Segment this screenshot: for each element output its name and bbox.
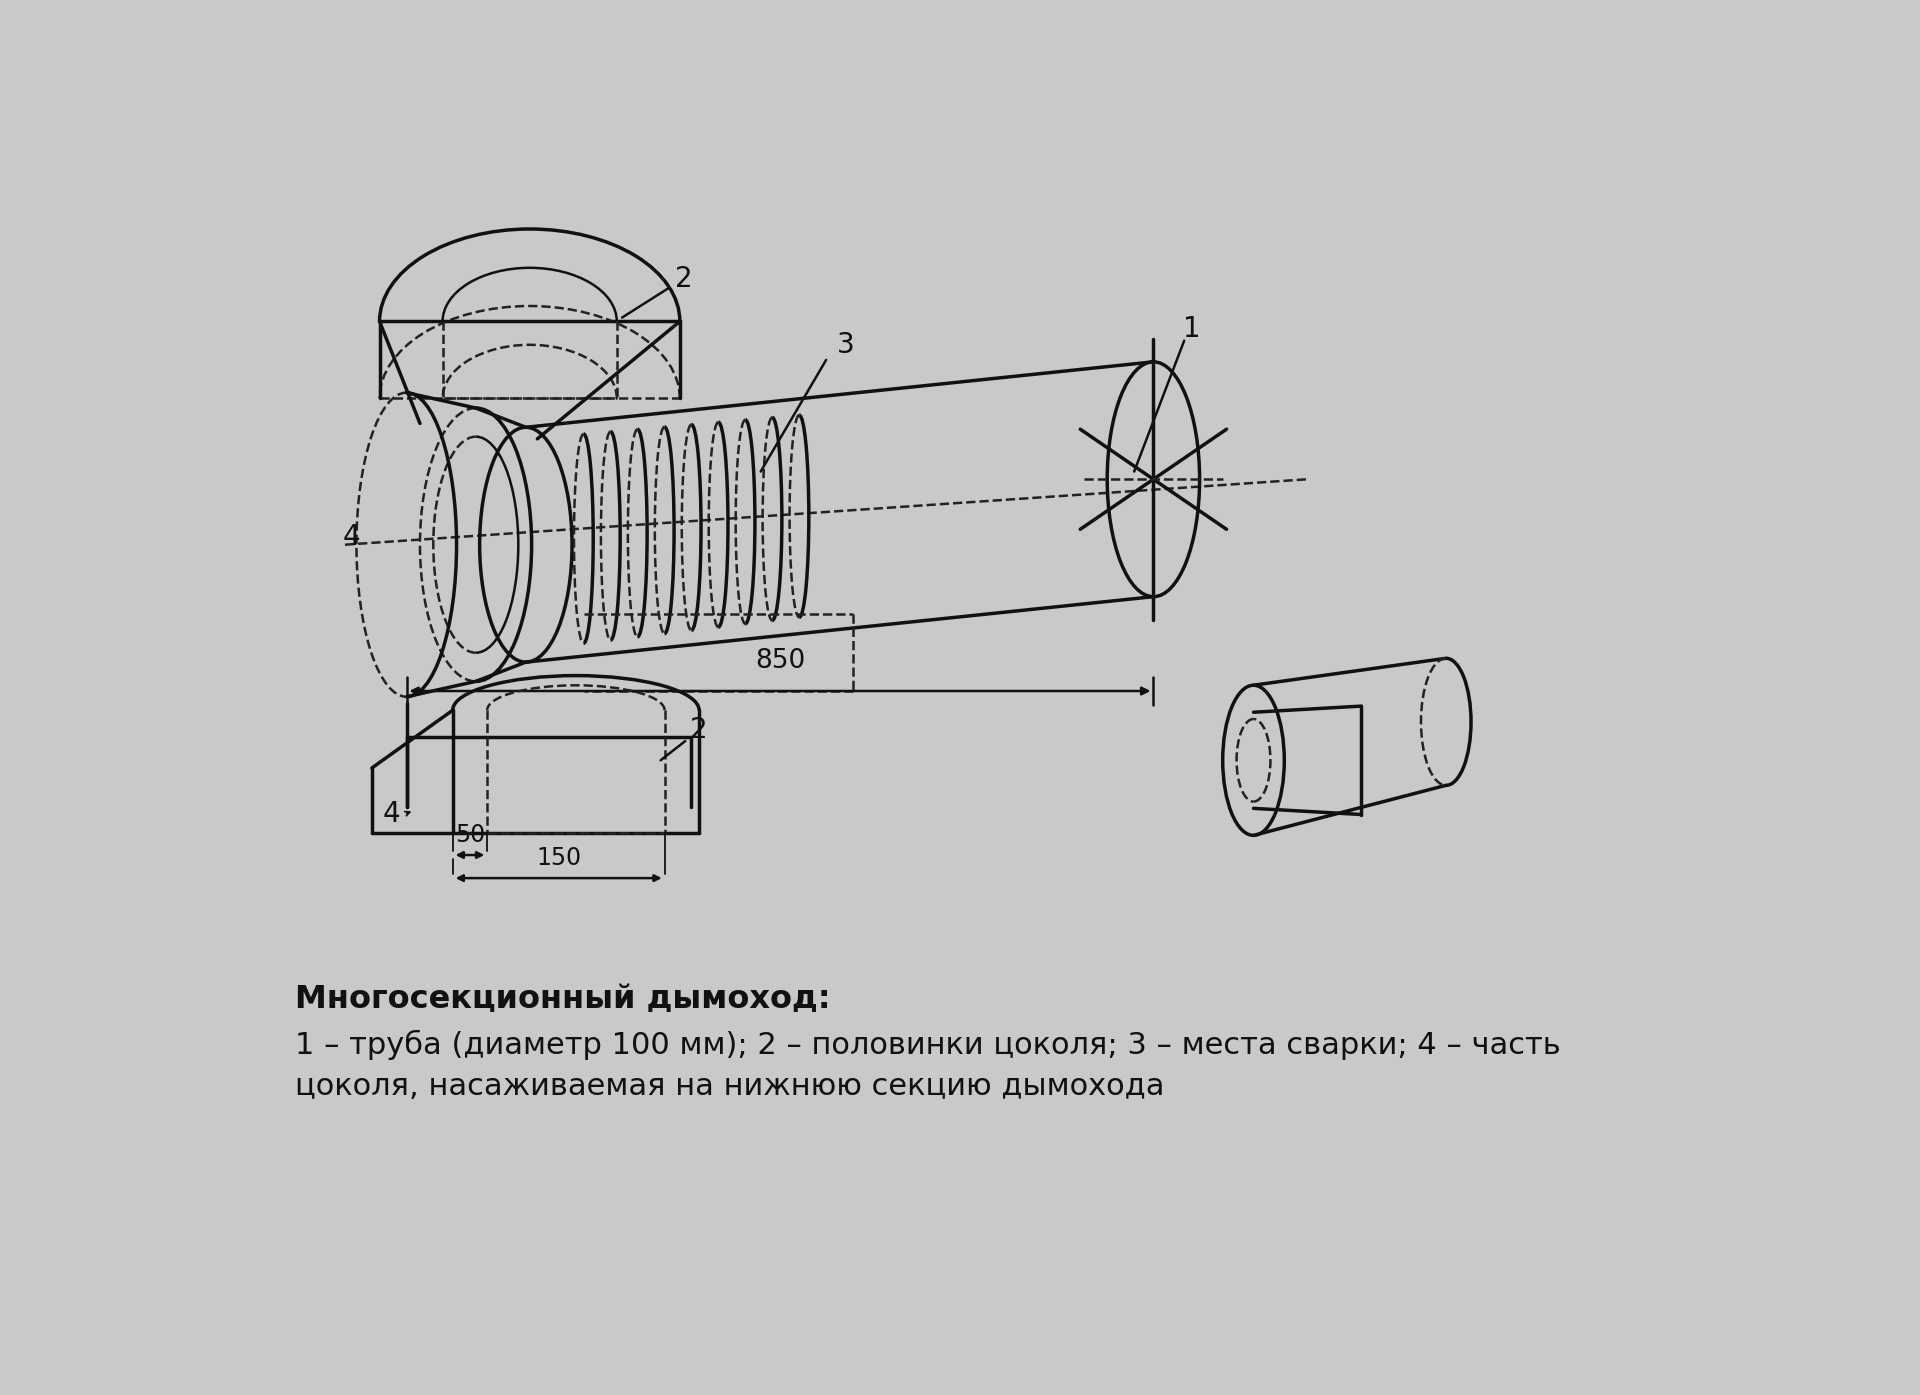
Text: 2: 2 [691,716,708,744]
Text: 4: 4 [382,801,399,829]
Text: 1: 1 [1183,315,1200,343]
Text: 3: 3 [837,331,854,359]
Text: Многосекционный дымоход:: Многосекционный дымоход: [296,983,831,1014]
Text: 850: 850 [755,649,804,674]
Text: 2: 2 [676,265,693,293]
Text: 1 – труба (диаметр 100 мм); 2 – половинки цоколя; 3 – места сварки; 4 – часть: 1 – труба (диаметр 100 мм); 2 – половинк… [296,1030,1561,1060]
Text: 4: 4 [342,523,359,551]
Text: цоколя, насаживаемая на нижнюю секцию дымохода: цоколя, насаживаемая на нижнюю секцию ды… [296,1073,1164,1101]
Text: 50: 50 [455,823,486,847]
Text: 150: 150 [536,847,582,870]
